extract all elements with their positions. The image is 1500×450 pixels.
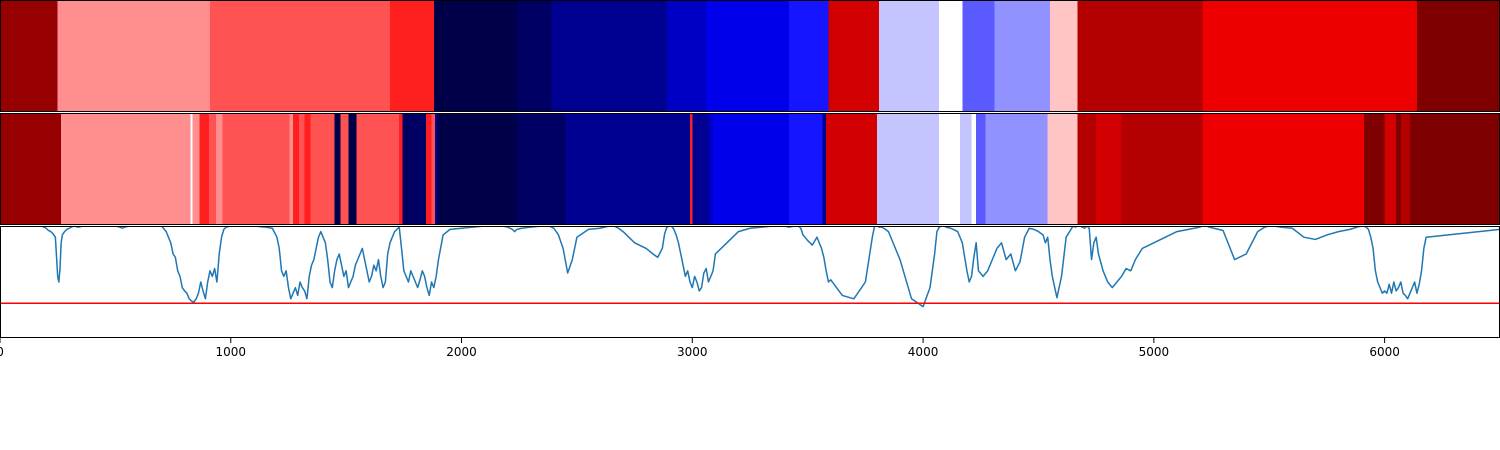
heatmap-cell <box>939 0 963 112</box>
heatmap-cell <box>0 0 59 112</box>
heatmap-cell <box>1400 113 1411 225</box>
heatmap-cell <box>1384 113 1397 225</box>
heatmap-cell <box>402 113 427 225</box>
heatmap-cell <box>1077 0 1203 112</box>
heatmap-cell <box>1396 113 1402 225</box>
heatmap-cell <box>304 113 311 225</box>
x-tick-label: 6000 <box>1369 345 1400 359</box>
heatmap-cell <box>994 0 1051 112</box>
series-line <box>0 226 1500 308</box>
heatmap-cell <box>1410 113 1500 225</box>
heatmap-cell <box>666 0 707 112</box>
x-tick-label: 0 <box>0 345 4 359</box>
heatmap-cell <box>692 113 709 225</box>
heatmap-cell <box>876 113 940 225</box>
x-tick-label: 2000 <box>446 345 477 359</box>
line-panel <box>0 226 1500 308</box>
heatmap-cell <box>565 113 691 225</box>
heatmap-cell <box>713 113 790 225</box>
panel-frame <box>0 226 1500 338</box>
heatmap-cell <box>437 113 518 225</box>
heatmap-cell <box>962 0 996 112</box>
heatmap-cell <box>516 0 552 112</box>
heatmap-cell <box>706 0 790 112</box>
heatmap-cell <box>425 113 432 225</box>
heatmap-cell <box>1050 0 1079 112</box>
heatmap-cell <box>222 113 291 225</box>
x-tick-label: 3000 <box>677 345 708 359</box>
heatmap-cell <box>1202 0 1418 112</box>
heatmap-cell <box>1363 113 1386 225</box>
heatmap-cell <box>939 113 961 225</box>
heatmap-cell <box>994 113 1049 225</box>
heatmap-cell <box>1202 113 1365 225</box>
x-axis: 0 1000 2000 3000 4000 5000 6000 <box>0 338 1400 359</box>
heatmap-cell <box>822 113 827 225</box>
heatmap-cell <box>431 113 436 225</box>
heatmap-cell <box>0 113 62 225</box>
heatmap-cell <box>293 113 300 225</box>
x-tick-label: 1000 <box>215 345 246 359</box>
heatmap-row-top <box>0 0 1500 112</box>
x-tick-label: 4000 <box>908 345 939 359</box>
heatmap-cell <box>1096 113 1122 225</box>
heatmap-cell <box>57 0 211 112</box>
heatmap-cell <box>960 113 972 225</box>
heatmap-cell <box>199 113 210 225</box>
heatmap-cell <box>708 113 714 225</box>
heatmap-row-middle <box>0 113 1500 225</box>
heatmap-cell <box>399 113 404 225</box>
heatmap-cell <box>1077 113 1097 225</box>
heatmap-cell <box>208 113 217 225</box>
heatmap-cell <box>348 113 357 225</box>
heatmap-cell <box>340 113 349 225</box>
heatmap-cell <box>828 0 880 112</box>
heatmap-cell <box>789 0 829 112</box>
heatmap-cell <box>976 113 986 225</box>
heatmap-cell <box>826 113 878 225</box>
heatmap-cell <box>435 113 438 225</box>
heatmap-cell <box>390 0 435 112</box>
heatmap-cell <box>356 113 400 225</box>
heatmap-cell <box>289 113 294 225</box>
heatmap-cell <box>1047 113 1079 225</box>
heatmap-cell <box>192 113 201 225</box>
heatmap-cell <box>690 113 693 225</box>
heatmap-cell <box>551 0 668 112</box>
heatmap-cell <box>61 113 191 225</box>
heatmap-cell <box>215 113 224 225</box>
heatmap-cell <box>210 0 391 112</box>
heatmap-cell <box>190 113 194 225</box>
heatmap-cell <box>971 113 977 225</box>
heatmap-cell <box>334 113 341 225</box>
heatmap-cell <box>298 113 306 225</box>
heatmap-cell <box>516 113 566 225</box>
x-tick-label: 5000 <box>1139 345 1170 359</box>
heatmap-cell <box>1121 113 1203 225</box>
heatmap-cell <box>985 113 996 225</box>
heatmap-cell <box>879 0 940 112</box>
heatmap-cell <box>433 0 518 112</box>
heatmap-cell <box>789 113 824 225</box>
heatmap-cell <box>310 113 336 225</box>
heatmap-cell <box>1416 0 1500 112</box>
